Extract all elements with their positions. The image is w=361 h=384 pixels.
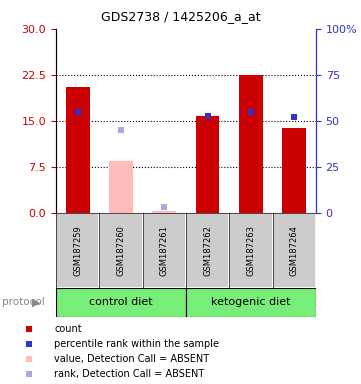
Text: count: count bbox=[54, 324, 82, 334]
Bar bbox=[143, 213, 186, 288]
Bar bbox=[109, 161, 133, 213]
Bar bbox=[196, 116, 219, 213]
Bar bbox=[186, 213, 229, 288]
Text: ketogenic diet: ketogenic diet bbox=[211, 297, 291, 308]
Text: GSM187260: GSM187260 bbox=[117, 225, 125, 276]
Bar bbox=[56, 213, 99, 288]
Text: percentile rank within the sample: percentile rank within the sample bbox=[54, 339, 219, 349]
Bar bbox=[99, 213, 143, 288]
Text: GSM187264: GSM187264 bbox=[290, 225, 299, 276]
Text: GDS2738 / 1425206_a_at: GDS2738 / 1425206_a_at bbox=[101, 10, 260, 23]
Text: rank, Detection Call = ABSENT: rank, Detection Call = ABSENT bbox=[54, 369, 204, 379]
Text: ▶: ▶ bbox=[32, 297, 40, 308]
Bar bbox=[282, 128, 306, 213]
Bar bbox=[186, 288, 316, 317]
Text: GSM187263: GSM187263 bbox=[247, 225, 255, 276]
Text: value, Detection Call = ABSENT: value, Detection Call = ABSENT bbox=[54, 354, 209, 364]
Text: GSM187261: GSM187261 bbox=[160, 225, 169, 276]
Bar bbox=[66, 87, 90, 213]
Bar bbox=[239, 75, 263, 213]
Text: control diet: control diet bbox=[89, 297, 153, 308]
Text: protocol: protocol bbox=[2, 297, 44, 308]
Text: GSM187259: GSM187259 bbox=[73, 225, 82, 276]
Bar bbox=[56, 288, 186, 317]
Text: GSM187262: GSM187262 bbox=[203, 225, 212, 276]
Bar bbox=[229, 213, 273, 288]
Bar bbox=[273, 213, 316, 288]
Bar bbox=[152, 211, 176, 213]
